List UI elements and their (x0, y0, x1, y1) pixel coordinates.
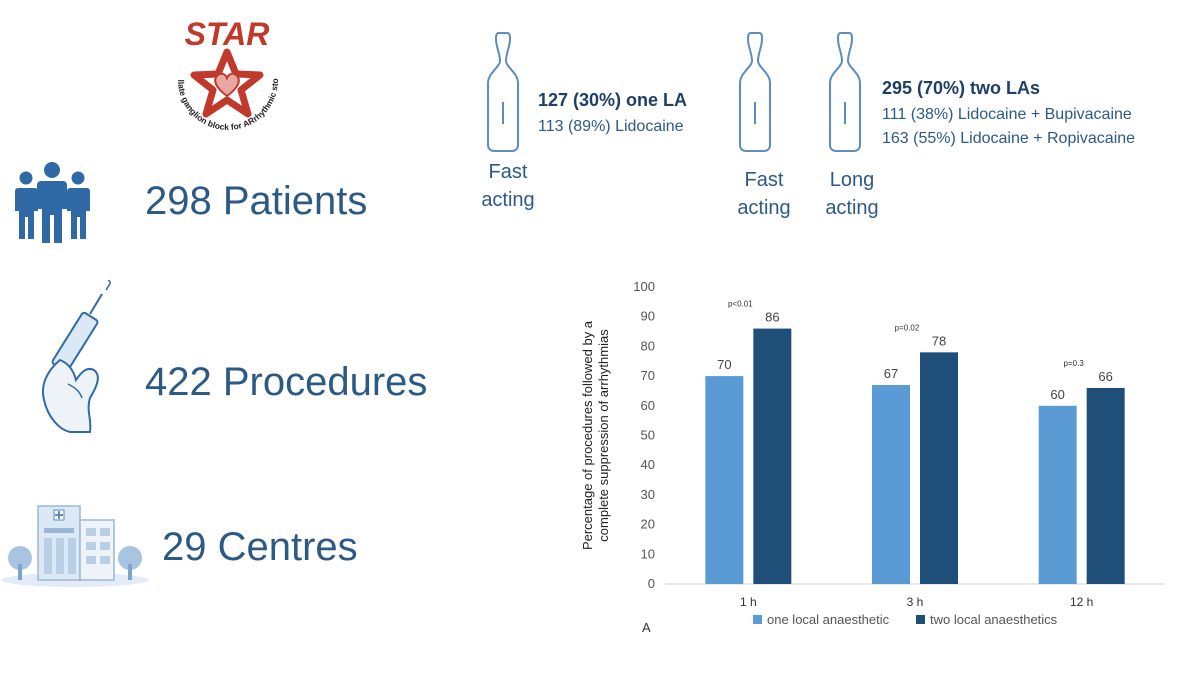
ampoule-icon (736, 30, 774, 155)
syringe-hand-icon (30, 280, 130, 435)
y-tick-label: 50 (641, 428, 655, 443)
ampoule-icon (484, 30, 522, 155)
y-tick-label: 80 (641, 338, 655, 353)
ampoule-icon (826, 30, 864, 155)
star-logo: STAR STellate ganglion block for ARrhyth… (160, 18, 295, 153)
bar-value-label: 86 (765, 310, 779, 325)
y-tick-label: 30 (641, 487, 655, 502)
hospital-icon (0, 498, 150, 588)
ampoule-label-fast: Fast acting (737, 169, 791, 219)
bar-value-label: 60 (1050, 387, 1064, 402)
star-logo-graphic: STAR STellate ganglion block for ARrhyth… (160, 18, 280, 132)
logo-title: STAR (185, 18, 270, 52)
procedures-count: 422 Procedures (145, 360, 428, 404)
ampoule-label-long: Long acting (825, 169, 879, 219)
legend-swatch (916, 615, 925, 624)
two-la-detail-ropivacaine: 163 (55%) Lidocaine + Ropivacaine (882, 130, 1136, 147)
ampoule-label-fast: Fast acting (481, 161, 535, 211)
x-tick-label: 1 h (740, 595, 757, 609)
bar-value-label: 66 (1098, 369, 1112, 384)
chart-canvas: 0 10 20 30 40 50 60 70 80 90 100 Percentage of proc… (580, 279, 1165, 635)
y-tick-label: 0 (648, 576, 655, 591)
y-axis-label: Percentage of procedures followed by aco… (580, 320, 611, 550)
patients-count: 298 Patients (145, 179, 368, 223)
people-icon (12, 160, 92, 245)
legend-swatch (753, 615, 762, 624)
bar-value-label: 67 (884, 366, 898, 381)
x-tick-label: 12 h (1070, 595, 1093, 609)
x-tick-label: 3 h (907, 595, 924, 609)
p-value-annotation: p=0.3 (1064, 359, 1085, 368)
y-tick-label: 60 (641, 398, 655, 413)
y-tick-label: 40 (641, 457, 655, 472)
bar-two-las-3h (920, 352, 958, 584)
two-la-detail-bupivacaine: 111 (38%) Lidocaine + Bupivacaine (882, 106, 1132, 123)
bar-two-las-1h (753, 328, 792, 584)
bar-one-la-1h (705, 376, 744, 584)
y-tick-label: 20 (641, 517, 655, 532)
p-value-annotation: p=0.02 (895, 323, 920, 332)
legend-label: one local anaesthetic (767, 612, 890, 627)
one-la-detail: 113 (89%) Lidocaine (538, 118, 684, 135)
y-tick-label: 10 (641, 546, 655, 561)
y-tick-label: 100 (633, 279, 655, 294)
centres-count: 29 Centres (162, 525, 358, 569)
p-value-annotation: p<0.01 (728, 300, 753, 309)
legend-label: two local anaesthetics (930, 612, 1058, 627)
two-la-headline: 295 (70%) two LAs (882, 78, 1041, 98)
bar-value-label: 70 (717, 357, 731, 372)
bar-one-la-12h (1038, 405, 1077, 584)
one-la-headline: 127 (30%) one LA (538, 90, 688, 110)
panel-label: A (642, 620, 651, 635)
y-tick-label: 70 (641, 368, 655, 383)
suppression-bar-chart: 0 10 20 30 40 50 60 70 80 90 100 Percentage of proc… (580, 270, 1180, 640)
bar-two-las-12h (1086, 387, 1125, 584)
y-tick-label: 90 (641, 309, 655, 324)
bar-value-label: 78 (932, 333, 946, 348)
bar-one-la-3h (872, 385, 910, 584)
